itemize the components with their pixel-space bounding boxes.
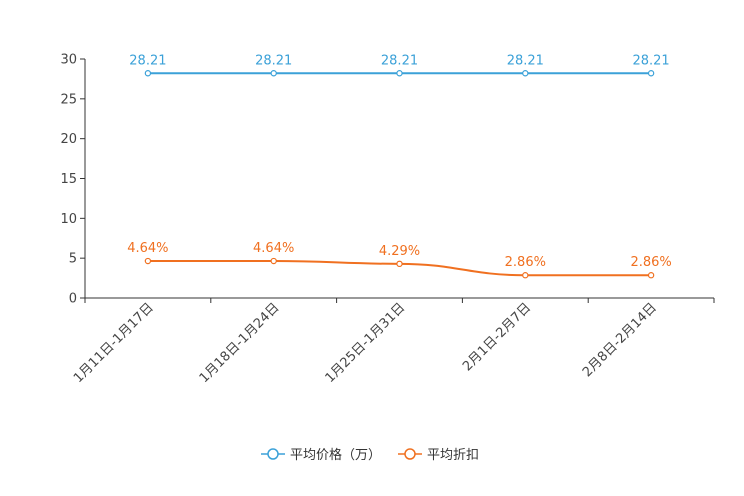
data-label: 4.64%	[253, 241, 294, 256]
legend-item[interactable]: 平均折扣	[398, 448, 479, 463]
data-point	[144, 70, 152, 77]
y-tick-label: 20	[60, 132, 77, 147]
legend[interactable]: 平均价格（万） 平均折扣	[261, 447, 479, 463]
x-tick-label: 1月11日-1月17日	[71, 300, 157, 386]
data-label: 28.21	[129, 53, 166, 68]
data-label: 28.21	[255, 53, 292, 68]
x-tick-label: 1月18日-1月24日	[197, 300, 283, 386]
data-labels: 28.21 28.21 28.21 28.21 28.21 4.64% 4.64% 4.29%…	[127, 53, 672, 270]
y-tick-label: 25	[60, 92, 77, 107]
data-point	[144, 257, 152, 265]
data-point	[396, 260, 403, 268]
y-tick-label: 15	[60, 172, 77, 187]
data-label: 28.21	[381, 53, 418, 68]
y-tick-label: 5	[69, 252, 77, 267]
legend-item[interactable]: 平均价格（万）	[261, 447, 381, 463]
data-label: 4.64%	[127, 241, 168, 256]
x-tick-label: 2月8日-2月14日	[580, 300, 660, 380]
y-tick-label: 10	[60, 212, 77, 227]
data-point	[647, 272, 655, 279]
x-tick-label: 2月1日-2月7日	[460, 300, 534, 374]
legend-label: 平均价格（万）	[290, 447, 381, 463]
data-point	[396, 70, 403, 77]
data-point	[270, 70, 277, 77]
legend-label: 平均折扣	[427, 448, 479, 463]
data-label: 2.86%	[630, 255, 671, 270]
axes: 0 5 10 15 20 25 30 1月11日-1月17日 1月18日-1月24日 1月25日-…	[60, 53, 715, 386]
data-label: 4.29%	[379, 244, 420, 259]
y-tick-label: 0	[69, 292, 77, 307]
legend-marker-icon	[404, 448, 416, 460]
series-layer	[144, 70, 655, 279]
data-label: 28.21	[507, 53, 544, 68]
data-label: 28.21	[632, 53, 669, 68]
data-point	[522, 272, 529, 279]
data-label: 2.86%	[505, 255, 546, 270]
legend-marker-icon	[267, 448, 279, 460]
x-tick-label: 1月25日-1月31日	[323, 300, 409, 386]
y-tick-label: 30	[60, 53, 77, 68]
data-point	[522, 70, 529, 77]
data-point	[270, 257, 277, 265]
data-point	[647, 70, 655, 77]
